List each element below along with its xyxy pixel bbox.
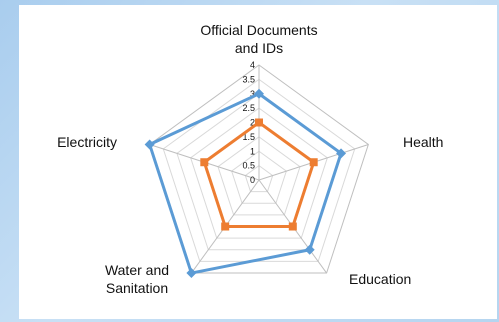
chart-panel: 0 0.5 1 1.5 2 2.5 3 3.5 4 Official Documents and … (19, 5, 497, 319)
series-marker (255, 118, 263, 127)
series-marker (200, 158, 209, 167)
tick-label: 3.5 (242, 74, 255, 84)
series-line (202, 120, 316, 229)
series-marker (144, 139, 155, 150)
tick-label: 1.5 (242, 132, 255, 142)
series-marker (186, 268, 197, 279)
series-marker (254, 88, 264, 99)
tick-label: 2 (250, 118, 255, 128)
series-marker (221, 222, 230, 231)
axis-label: Water and Sanitation (105, 262, 169, 296)
tick-label: 3 (250, 89, 255, 99)
tick-label: 1 (250, 146, 255, 156)
grid-ring (149, 64, 369, 274)
axis-label: Official Documents and IDs (200, 22, 317, 56)
series-marker (288, 222, 297, 231)
tick-label: 2.5 (242, 103, 255, 113)
series-layer (144, 88, 347, 279)
axis-label: Education (349, 271, 411, 287)
series-marker (309, 158, 318, 167)
grid-ring (217, 136, 301, 216)
grid-ring (190, 107, 328, 239)
tick-label: 0 (250, 175, 255, 185)
series-line (147, 92, 343, 275)
tick-labels: 0 0.5 1 1.5 2 2.5 3 3.5 4 (242, 60, 255, 185)
grid-ring (231, 150, 287, 204)
radar-chart: 0 0.5 1 1.5 2 2.5 3 3.5 4 Official Documents and … (57, 22, 443, 296)
grid-ring (244, 165, 274, 193)
axis-labels: Official Documents and IDs Health Education… (57, 22, 443, 296)
axis-label: Health (403, 134, 443, 150)
series-marker (304, 244, 315, 255)
axis-label: Electricity (57, 134, 117, 150)
series-marker (336, 148, 347, 159)
tick-label: 4 (250, 60, 255, 70)
grid-ring (162, 78, 356, 262)
tick-label: 0.5 (242, 161, 255, 171)
